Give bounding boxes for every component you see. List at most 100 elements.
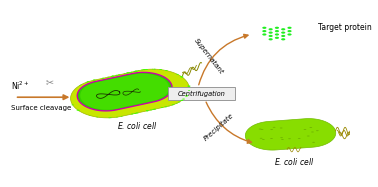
Ellipse shape	[87, 81, 89, 82]
Ellipse shape	[133, 71, 135, 72]
Text: Ni$^{2+}$: Ni$^{2+}$	[11, 80, 29, 92]
Ellipse shape	[273, 127, 276, 128]
Ellipse shape	[180, 76, 183, 77]
Ellipse shape	[71, 104, 74, 105]
Ellipse shape	[107, 77, 110, 78]
Ellipse shape	[164, 106, 167, 107]
Ellipse shape	[268, 35, 273, 37]
Ellipse shape	[102, 78, 104, 79]
Text: ✂: ✂	[45, 77, 54, 87]
Text: Centrifugation: Centrifugation	[178, 91, 225, 96]
Ellipse shape	[93, 80, 96, 81]
Ellipse shape	[185, 96, 188, 97]
Ellipse shape	[159, 69, 161, 70]
Ellipse shape	[287, 33, 291, 36]
Ellipse shape	[310, 127, 312, 128]
Ellipse shape	[298, 138, 301, 139]
Ellipse shape	[262, 33, 266, 36]
Ellipse shape	[87, 81, 90, 82]
Ellipse shape	[153, 69, 156, 70]
Text: $E$. $coli$ cell: $E$. $coli$ cell	[117, 120, 157, 131]
Polygon shape	[71, 69, 189, 118]
Ellipse shape	[262, 139, 265, 140]
Ellipse shape	[304, 129, 307, 130]
Ellipse shape	[121, 116, 122, 117]
Ellipse shape	[150, 110, 152, 111]
Ellipse shape	[275, 27, 279, 29]
Ellipse shape	[129, 72, 131, 73]
Ellipse shape	[89, 115, 91, 116]
Ellipse shape	[127, 72, 130, 73]
Ellipse shape	[146, 110, 149, 111]
Ellipse shape	[312, 142, 315, 143]
Ellipse shape	[181, 100, 183, 101]
Ellipse shape	[288, 138, 291, 139]
Ellipse shape	[143, 69, 146, 70]
Ellipse shape	[143, 69, 146, 70]
Ellipse shape	[260, 138, 263, 139]
Polygon shape	[245, 119, 336, 150]
Ellipse shape	[172, 104, 175, 105]
Text: Surface cleavage: Surface cleavage	[11, 105, 71, 111]
Ellipse shape	[275, 30, 279, 32]
Ellipse shape	[275, 37, 279, 39]
Ellipse shape	[111, 76, 114, 77]
Ellipse shape	[262, 27, 266, 29]
Ellipse shape	[165, 70, 168, 71]
FancyArrowPatch shape	[199, 34, 248, 85]
Ellipse shape	[316, 130, 319, 131]
Ellipse shape	[146, 110, 148, 111]
Ellipse shape	[187, 86, 191, 87]
Ellipse shape	[188, 90, 190, 91]
Ellipse shape	[108, 117, 110, 118]
Ellipse shape	[268, 38, 273, 40]
Text: Supernatant: Supernatant	[193, 37, 224, 75]
Ellipse shape	[135, 70, 138, 72]
Ellipse shape	[136, 112, 139, 114]
FancyBboxPatch shape	[168, 87, 235, 100]
Ellipse shape	[161, 107, 163, 108]
Ellipse shape	[281, 35, 285, 37]
Ellipse shape	[262, 30, 266, 32]
Text: Precipitate: Precipitate	[203, 112, 235, 142]
FancyArrowPatch shape	[206, 102, 251, 143]
Ellipse shape	[112, 76, 115, 77]
Ellipse shape	[287, 27, 291, 29]
Ellipse shape	[134, 71, 137, 72]
Ellipse shape	[180, 100, 183, 101]
Ellipse shape	[261, 129, 263, 130]
Ellipse shape	[152, 109, 154, 110]
Ellipse shape	[270, 138, 273, 139]
Ellipse shape	[160, 69, 162, 70]
Ellipse shape	[268, 31, 273, 34]
Ellipse shape	[281, 139, 284, 140]
Polygon shape	[80, 74, 169, 110]
Ellipse shape	[275, 33, 279, 36]
Ellipse shape	[81, 84, 82, 85]
Text: $E$. $coli$ cell: $E$. $coli$ cell	[274, 156, 314, 167]
Ellipse shape	[102, 78, 104, 79]
Polygon shape	[77, 72, 172, 111]
Ellipse shape	[187, 85, 191, 87]
Ellipse shape	[281, 28, 285, 30]
Ellipse shape	[280, 137, 283, 138]
Ellipse shape	[153, 109, 156, 110]
Ellipse shape	[180, 76, 184, 78]
Ellipse shape	[281, 31, 285, 34]
Ellipse shape	[134, 113, 136, 114]
Text: Target protein: Target protein	[319, 23, 372, 32]
Ellipse shape	[138, 70, 139, 71]
Ellipse shape	[79, 85, 81, 86]
Ellipse shape	[134, 71, 136, 72]
Ellipse shape	[77, 110, 80, 111]
Ellipse shape	[146, 69, 148, 70]
Ellipse shape	[124, 73, 126, 74]
Ellipse shape	[185, 95, 188, 96]
Ellipse shape	[152, 109, 155, 110]
Ellipse shape	[93, 80, 96, 81]
Ellipse shape	[287, 30, 291, 32]
Ellipse shape	[281, 38, 285, 40]
Ellipse shape	[118, 74, 120, 75]
Ellipse shape	[145, 69, 148, 70]
Ellipse shape	[110, 117, 112, 118]
